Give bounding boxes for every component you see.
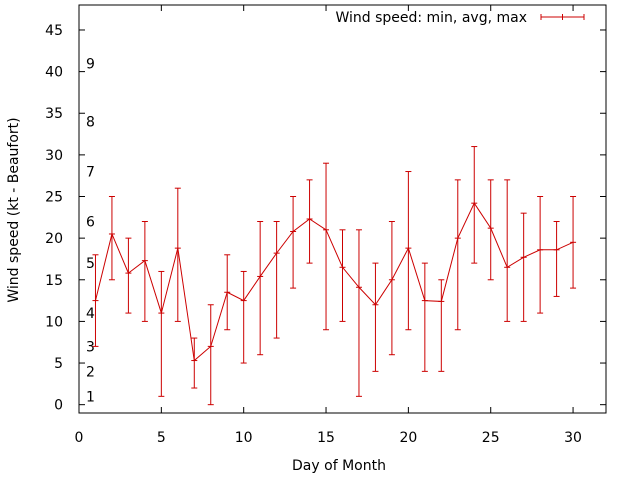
avg-line (94, 202, 574, 362)
error-bar (388, 220, 395, 356)
x-tick-label: 25 (482, 430, 500, 446)
error-bar (405, 171, 412, 331)
y-axis-title: Wind speed (kt - Beaufort) (6, 117, 22, 302)
x-axis-title: Day of Month (292, 458, 386, 474)
beaufort-label: 3 (86, 339, 95, 355)
error-bar (504, 179, 511, 322)
beaufort-label: 9 (86, 56, 95, 72)
y-tick-label: 40 (45, 65, 63, 81)
error-bar (273, 220, 280, 339)
y-tick-label: 20 (45, 231, 63, 247)
error-bar (454, 179, 461, 331)
y-tick-label: 15 (45, 273, 63, 289)
error-bars (92, 146, 577, 406)
error-bar (372, 262, 379, 372)
error-bar (207, 304, 214, 406)
error-bar (141, 220, 148, 322)
error-bar (520, 212, 527, 322)
error-bar (487, 179, 494, 281)
error-bar (290, 196, 297, 289)
x-tick-label: 15 (317, 430, 335, 446)
beaufort-label: 4 (86, 306, 95, 322)
y-tick-label: 25 (45, 190, 63, 206)
error-bar (471, 146, 478, 264)
plot-area (78, 4, 607, 414)
beaufort-label: 5 (86, 256, 95, 272)
legend-sample-errorbar (540, 14, 585, 20)
beaufort-label: 7 (86, 165, 95, 181)
beaufort-label: 1 (86, 389, 95, 405)
error-bar (306, 179, 313, 264)
x-axis-ticks: 0 5 10 15 20 25 30 (75, 5, 582, 446)
error-bar (125, 237, 132, 314)
y-tick-label: 10 (45, 314, 63, 330)
x-tick-label: 30 (564, 430, 582, 446)
legend: Wind speed: min, avg, max (335, 10, 585, 26)
x-tick-label: 20 (399, 430, 417, 446)
legend-label: Wind speed: min, avg, max (335, 10, 527, 26)
x-tick-label: 10 (235, 430, 253, 446)
y-tick-label: 45 (45, 23, 63, 39)
error-bar (553, 220, 560, 297)
error-bar (158, 270, 165, 397)
error-bar (421, 262, 428, 372)
y-tick-label: 35 (45, 106, 63, 122)
y-tick-label: 5 (54, 356, 63, 372)
series-line-group (94, 202, 574, 362)
beaufort-label: 8 (86, 115, 95, 131)
error-bar (240, 270, 247, 364)
x-tick-label: 0 (75, 430, 84, 446)
plot-frame (78, 4, 607, 414)
beaufort-scale-labels: 1 2 3 4 5 6 7 8 9 (86, 56, 95, 405)
error-bar (323, 162, 330, 331)
x-tick-label: 5 (157, 430, 166, 446)
beaufort-label: 6 (86, 214, 95, 230)
y-tick-label: 30 (45, 148, 63, 164)
error-bar (257, 220, 264, 356)
error-bar (339, 229, 346, 322)
y-tick-label: 0 (54, 398, 63, 414)
error-bar (537, 196, 544, 314)
beaufort-label: 2 (86, 364, 95, 380)
error-bar (355, 229, 362, 397)
